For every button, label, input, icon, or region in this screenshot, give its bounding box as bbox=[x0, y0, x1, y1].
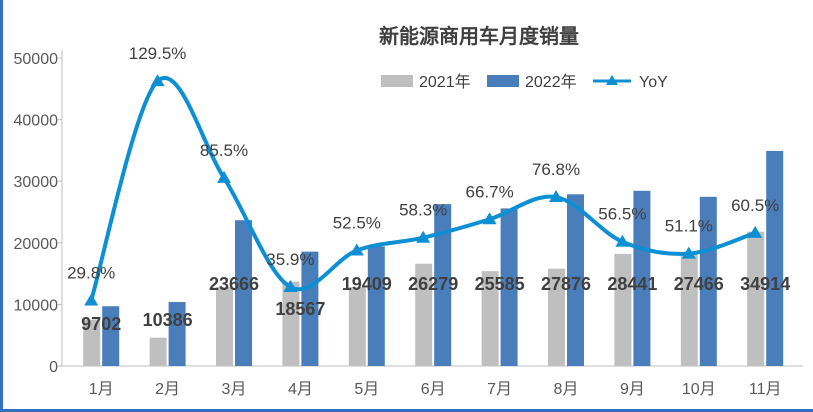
bar-2022 bbox=[633, 190, 651, 366]
value-label-2022: 23666 bbox=[209, 274, 259, 294]
y-tick-label: 10000 bbox=[14, 297, 59, 314]
x-tick-label: 1月 bbox=[89, 381, 114, 398]
yoy-marker bbox=[217, 170, 231, 183]
x-tick-label: 2月 bbox=[155, 381, 180, 398]
yoy-label: 56.5% bbox=[598, 205, 646, 224]
legend-label-2021: 2021年 bbox=[419, 73, 471, 91]
yoy-marker bbox=[482, 212, 497, 225]
bar-2021 bbox=[747, 231, 765, 366]
bar-2021 bbox=[481, 271, 499, 366]
bar-2022 bbox=[567, 194, 584, 366]
yoy-label: 52.5% bbox=[333, 214, 381, 233]
value-label-2022: 27466 bbox=[674, 274, 724, 294]
legend-swatch-2021 bbox=[381, 75, 413, 87]
bar-2021 bbox=[282, 281, 300, 366]
yoy-marker bbox=[84, 293, 99, 306]
bar-2021 bbox=[83, 319, 101, 366]
yoy-label: 60.5% bbox=[731, 196, 779, 215]
y-tick-label: 20000 bbox=[14, 236, 59, 253]
bar-2022 bbox=[235, 220, 252, 366]
value-label-2022: 26279 bbox=[408, 274, 458, 294]
legend-swatch-yoy-marker bbox=[606, 75, 618, 85]
bar-2022 bbox=[367, 246, 385, 366]
value-label-2022: 18567 bbox=[275, 299, 325, 319]
bar-2022 bbox=[301, 251, 319, 366]
x-tick-label: 5月 bbox=[354, 381, 379, 398]
legend-label-2022: 2022年 bbox=[525, 73, 577, 91]
yoy-label: 129.5% bbox=[129, 44, 187, 63]
bar-2022 bbox=[766, 150, 784, 366]
series-2022-bars bbox=[102, 150, 784, 366]
bar-2021 bbox=[614, 253, 632, 366]
bar-2021 bbox=[216, 287, 233, 366]
chart-svg: 新能源商用车月度销量 0 10000 20000 30000 40000 50000 1月… bbox=[14, 24, 803, 398]
bar-2022 bbox=[699, 196, 717, 366]
bar-2022 bbox=[168, 302, 186, 366]
yoy-marker bbox=[615, 234, 630, 247]
series-2021-bars bbox=[83, 231, 765, 366]
value-label-2022: 25585 bbox=[475, 274, 525, 294]
bar-2022 bbox=[500, 208, 518, 366]
bar-2021 bbox=[149, 337, 167, 366]
x-tick-label: 7月 bbox=[487, 381, 512, 398]
yoy-marker bbox=[283, 280, 298, 293]
value-labels: 9702 10386 23666 18567 19409 26279 25585 27876 2… bbox=[81, 274, 790, 334]
x-tick-label: 8月 bbox=[554, 381, 579, 398]
y-tick-label: 0 bbox=[49, 359, 58, 376]
yoy-marker bbox=[150, 74, 165, 87]
bar-2021 bbox=[348, 287, 366, 366]
x-tick-label: 11月 bbox=[749, 381, 782, 398]
bar-2021 bbox=[415, 263, 433, 366]
bar-2022 bbox=[102, 306, 120, 366]
value-label-2022: 28441 bbox=[607, 274, 657, 294]
value-label-2022: 19409 bbox=[342, 274, 392, 294]
chart-title: 新能源商用车月度销量 bbox=[379, 24, 579, 48]
value-label-2022: 27876 bbox=[541, 274, 591, 294]
yoy-label: 58.3% bbox=[399, 201, 447, 220]
x-tick-label: 3月 bbox=[222, 381, 247, 398]
yoy-label: 51.1% bbox=[665, 217, 713, 236]
yoy-marker bbox=[349, 243, 364, 256]
value-label-2022: 34914 bbox=[740, 274, 790, 294]
bar-2022 bbox=[434, 204, 452, 366]
value-label-2022: 10386 bbox=[143, 310, 193, 330]
legend-label-yoy: YoY bbox=[639, 74, 668, 91]
value-label-2022: 9702 bbox=[81, 314, 121, 334]
x-tick-label: 4月 bbox=[288, 381, 313, 398]
yoy-label: 76.8% bbox=[532, 160, 580, 179]
legend-swatch-2022 bbox=[487, 75, 519, 87]
yoy-line-series bbox=[84, 74, 763, 306]
x-tick-label: 10月 bbox=[682, 381, 716, 398]
yoy-labels: 29.8% 129.5% 85.5% 35.9% 52.5% 58.3% 66.7% 76.8… bbox=[67, 44, 779, 282]
x-tick-label: 9月 bbox=[620, 381, 645, 398]
x-axis: 1月 2月 3月 4月 5月 6月 7月 8月 9月 10月 11月 bbox=[62, 365, 803, 398]
yoy-label: 66.7% bbox=[465, 182, 513, 201]
y-tick-label: 50000 bbox=[14, 51, 59, 68]
y-tick-label: 30000 bbox=[14, 174, 59, 191]
yoy-marker bbox=[681, 246, 696, 259]
legend: 2021年 2022年 YoY bbox=[381, 73, 668, 91]
yoy-marker bbox=[416, 230, 431, 243]
x-tick-label: 6月 bbox=[421, 381, 446, 398]
bar-2021 bbox=[680, 253, 698, 366]
yoy-label: 85.5% bbox=[200, 141, 248, 160]
bar-2021 bbox=[548, 268, 565, 366]
yoy-marker bbox=[549, 190, 563, 203]
yoy-marker bbox=[748, 225, 763, 238]
y-tick-label: 40000 bbox=[14, 113, 59, 130]
yoy-label: 29.8% bbox=[67, 263, 115, 282]
yoy-label: 35.9% bbox=[266, 250, 314, 269]
y-axis: 0 10000 20000 30000 40000 50000 bbox=[14, 50, 63, 376]
